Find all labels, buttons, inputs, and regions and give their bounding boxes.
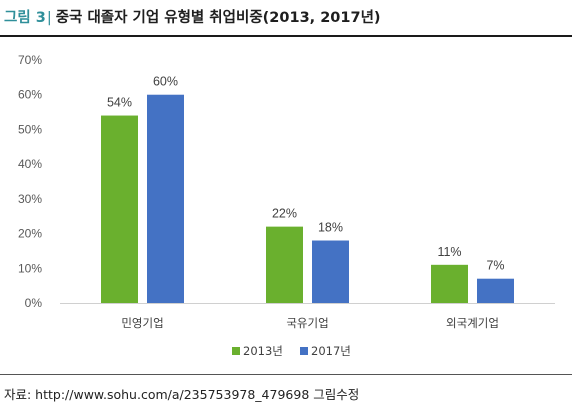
legend: 2013년 2017년 xyxy=(232,344,351,358)
y-tick-label: 0% xyxy=(25,296,43,310)
y-axis: 0% 10% 20% 30% 40% 50% 60% 70% xyxy=(18,53,555,310)
x-axis-categories: 민영기업 국유기업 외국계기업 xyxy=(121,316,499,330)
figure-title: 그림 3| 중국 대졸자 기업 유형별 취업비중(2013, 2017년) xyxy=(4,6,381,27)
bar-2017년 xyxy=(312,240,349,303)
figure-number: 그림 3 xyxy=(4,10,46,26)
data-label: 11% xyxy=(437,245,461,259)
bar-2013년 xyxy=(101,115,138,304)
bar-2017년 xyxy=(477,278,514,303)
data-label: 60% xyxy=(153,75,178,89)
category-label: 국유기업 xyxy=(286,316,328,330)
y-tick-label: 30% xyxy=(18,192,42,206)
category-label: 민영기업 xyxy=(121,316,163,330)
y-tick-label: 40% xyxy=(18,157,42,171)
data-label: 22% xyxy=(272,207,297,221)
data-label: 7% xyxy=(486,259,504,273)
bar-2013년 xyxy=(431,264,468,303)
y-tick-label: 20% xyxy=(18,227,42,241)
y-tick-label: 50% xyxy=(18,122,42,136)
y-tick-label: 60% xyxy=(18,88,42,102)
legend-swatch xyxy=(300,347,308,355)
y-tick-label: 10% xyxy=(18,261,42,275)
legend-label: 2017년 xyxy=(311,344,351,358)
bar-2013년 xyxy=(266,226,303,303)
bar-2017년 xyxy=(147,94,184,303)
title-rule xyxy=(0,35,572,37)
figure-title-text: 중국 대졸자 기업 유형별 취업비중(2013, 2017년) xyxy=(55,10,381,26)
legend-label: 2013년 xyxy=(243,344,283,358)
source-rule xyxy=(0,374,572,375)
category-label: 외국계기업 xyxy=(446,316,499,330)
title-separator: | xyxy=(46,10,52,26)
y-tick-label: 70% xyxy=(18,53,42,67)
data-label: 18% xyxy=(318,221,343,235)
data-label: 54% xyxy=(107,96,132,110)
bar-chart: 0% 10% 20% 30% 40% 50% 60% 70% 54% 60% 22% 18% 11% 7… xyxy=(18,53,555,358)
data-labels-group: 54% 60% 22% 18% 11% 7% xyxy=(107,75,505,273)
bars-group xyxy=(101,94,514,304)
legend-swatch xyxy=(232,347,240,355)
source-note: 자료: http://www.sohu.com/a/235753978_4796… xyxy=(4,387,360,402)
